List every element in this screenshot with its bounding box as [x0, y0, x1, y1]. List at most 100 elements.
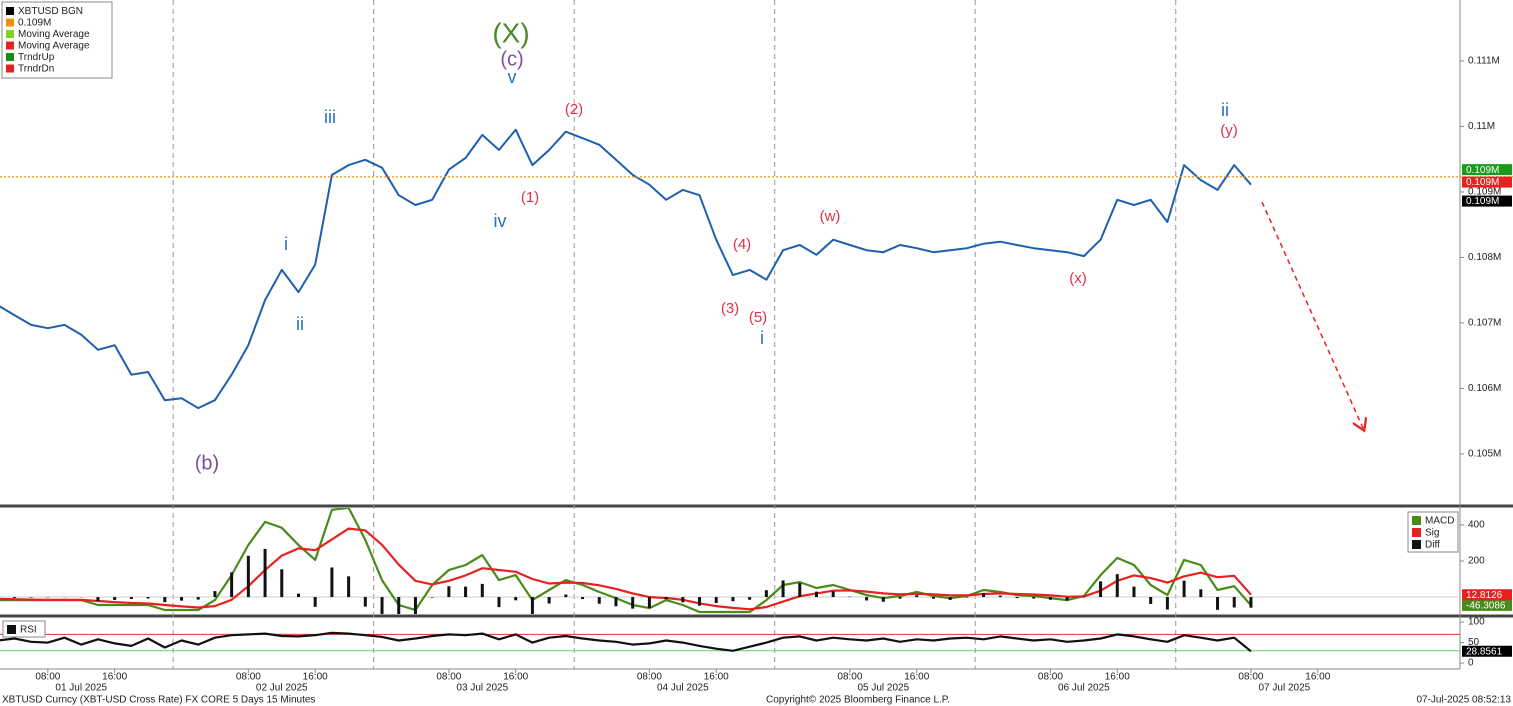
- diff-bar: [1065, 597, 1069, 601]
- x-tick-label: 16:00: [303, 672, 328, 683]
- legend-label: Diff: [1425, 540, 1440, 551]
- legend-label: Moving Average: [18, 29, 90, 40]
- diff-bar: [263, 548, 267, 598]
- footer-left: XBTUSD Curncy (XBT-USD Cross Rate) FX CO…: [2, 695, 315, 706]
- x-tick-label: 08:00: [35, 672, 60, 683]
- diff-bar: [1199, 589, 1203, 598]
- x-tick-label: 08:00: [236, 672, 261, 683]
- diff-bar: [1048, 597, 1052, 600]
- footer-center: Copyright© 2025 Bloomberg Finance L.P.: [766, 695, 950, 706]
- diff-bar: [413, 597, 417, 614]
- diff-bar: [881, 597, 885, 602]
- diff-bar: [814, 591, 818, 598]
- diff-bar: [898, 597, 902, 599]
- diff-bar: [931, 597, 935, 599]
- legend-label: TrndrUp: [18, 52, 55, 63]
- diff-bar: [1032, 597, 1036, 599]
- diff-bar: [1099, 581, 1103, 598]
- y-tick-label: 50: [1468, 637, 1480, 648]
- diff-bar: [681, 597, 685, 603]
- diff-bar: [647, 597, 651, 609]
- date-label: 07 Jul 2025: [1259, 683, 1311, 694]
- y-tick-label: 0.109M: [1468, 187, 1501, 198]
- diff-bar: [664, 597, 668, 600]
- y-tick-label: 0.106M: [1468, 383, 1501, 394]
- diff-bar: [497, 597, 501, 608]
- legend-swatch: [6, 41, 14, 50]
- series-line: [0, 508, 1252, 614]
- legend-swatch: [7, 625, 16, 634]
- price-tag: [1462, 195, 1512, 207]
- diff-bar: [764, 590, 768, 598]
- y-tick-label: 100: [1468, 617, 1485, 628]
- diff-bar: [915, 595, 919, 598]
- date-label: 05 Jul 2025: [857, 683, 909, 694]
- y-tick-label: 0.107M: [1468, 318, 1501, 329]
- price-tag-label: 0.109M: [1466, 177, 1499, 188]
- diff-bar: [296, 593, 300, 598]
- wave-label: i: [760, 328, 764, 348]
- diff-bar: [1082, 596, 1086, 598]
- diff-bar: [330, 567, 334, 598]
- diff-bar: [781, 580, 785, 598]
- x-tick-label: 16:00: [503, 672, 528, 683]
- diff-bar: [163, 597, 167, 603]
- diff-bar: [380, 597, 384, 614]
- diff-bar: [146, 597, 150, 599]
- date-label: 01 Jul 2025: [55, 683, 107, 694]
- diff-bar: [748, 597, 752, 600]
- wave-label: iii: [324, 107, 336, 127]
- series-line: [0, 128, 1252, 410]
- diff-bar: [1216, 597, 1220, 610]
- diff-bar: [581, 597, 585, 600]
- wave-label: (y): [1220, 122, 1238, 139]
- legend-swatch: [6, 18, 14, 27]
- y-tick-label: 0.111M: [1468, 56, 1500, 67]
- series-line: [0, 631, 1252, 653]
- x-tick-label: 08:00: [637, 672, 662, 683]
- price-tag-label: 0.109M: [1466, 165, 1499, 176]
- x-tick-label: 16:00: [1105, 672, 1130, 683]
- wave-label: v: [508, 67, 517, 87]
- y-tick-label: 0.105M: [1468, 449, 1501, 460]
- diff-bar: [714, 597, 718, 604]
- diff-bar: [129, 597, 133, 600]
- x-tick-label: 08:00: [436, 672, 461, 683]
- diff-bar: [514, 597, 518, 601]
- wave-label: (c): [500, 48, 523, 70]
- value-tag-label: 28.8561: [1466, 646, 1503, 657]
- legend-box: [1, 1, 113, 79]
- diff-bar: [798, 582, 802, 598]
- diff-bar: [113, 597, 117, 600]
- diff-bar: [998, 595, 1002, 598]
- footer-right: 07-Jul-2025 08:52:13: [1416, 695, 1511, 706]
- wave-label: ii: [1221, 100, 1229, 120]
- legend-swatch: [6, 30, 14, 38]
- diff-bar: [698, 597, 702, 606]
- legend-label: Moving Average: [18, 41, 90, 52]
- wave-label: (X): [492, 17, 529, 48]
- wave-label: (3): [721, 300, 739, 317]
- value-tag: [1462, 589, 1512, 601]
- diff-bar: [196, 597, 200, 600]
- diff-bar: [1249, 597, 1253, 608]
- diff-bar: [965, 597, 969, 598]
- date-label: 06 Jul 2025: [1058, 683, 1110, 694]
- price-tag: [1462, 176, 1512, 188]
- x-tick-label: 16:00: [904, 672, 929, 683]
- wave-label: i: [284, 234, 288, 254]
- value-tag: [1462, 645, 1512, 657]
- x-tick-label: 16:00: [704, 672, 729, 683]
- diff-bar: [430, 597, 434, 598]
- diff-bar: [731, 597, 735, 602]
- wave-label: (w): [820, 208, 841, 225]
- wave-label: (5): [749, 309, 767, 326]
- diff-bar: [831, 591, 835, 598]
- series-line: [0, 527, 1252, 611]
- price-tag-label: 0.109M: [1466, 196, 1499, 207]
- x-tick-label: 16:00: [1305, 672, 1330, 683]
- diff-bar: [447, 586, 451, 598]
- value-tag-label: 12.8126: [1466, 590, 1503, 601]
